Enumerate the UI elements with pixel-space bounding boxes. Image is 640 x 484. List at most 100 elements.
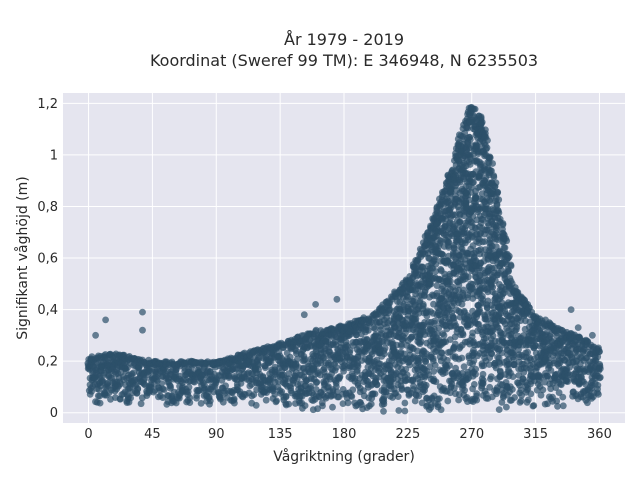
- data-point: [437, 406, 445, 414]
- chart-title-line2: Koordinat (Sweref 99 TM): E 346948, N 62…: [150, 51, 538, 70]
- data-point: [441, 270, 448, 278]
- data-point: [367, 400, 375, 408]
- data-point: [458, 300, 466, 308]
- x-tick-label: 180: [332, 427, 357, 442]
- data-point: [458, 354, 466, 362]
- data-point: [559, 393, 567, 401]
- data-point: [491, 183, 499, 191]
- data-point: [185, 383, 193, 391]
- x-tick-label: 360: [587, 427, 612, 442]
- data-point: [490, 173, 498, 181]
- data-point: [371, 325, 379, 332]
- data-point: [271, 390, 279, 398]
- data-point: [300, 311, 308, 319]
- data-point: [287, 387, 295, 394]
- data-point: [513, 323, 521, 331]
- y-axis-title: Signifikant våghöjd (m): [14, 176, 31, 339]
- data-point: [553, 329, 561, 337]
- data-point: [430, 368, 437, 375]
- data-point: [438, 349, 446, 357]
- data-point: [382, 388, 390, 396]
- data-point: [567, 306, 575, 313]
- data-point: [139, 326, 146, 334]
- data-point: [445, 238, 453, 246]
- data-point: [459, 330, 467, 337]
- data-point: [584, 399, 591, 407]
- data-point: [485, 361, 493, 368]
- data-point: [312, 379, 320, 387]
- data-point: [455, 219, 463, 227]
- data-point: [494, 189, 501, 196]
- data-point: [333, 383, 340, 390]
- data-point: [302, 377, 310, 385]
- data-point: [557, 381, 565, 389]
- data-point: [416, 340, 424, 348]
- data-point: [596, 374, 603, 382]
- x-tick-label: 135: [268, 427, 293, 442]
- data-points: [84, 104, 604, 415]
- data-point: [523, 398, 531, 406]
- data-point: [552, 384, 560, 391]
- data-point: [509, 373, 517, 380]
- data-point: [455, 396, 462, 404]
- x-tick-label: 270: [459, 427, 484, 442]
- data-point: [559, 402, 567, 410]
- data-point: [476, 306, 483, 313]
- x-tick-label: 0: [84, 427, 92, 442]
- data-point: [329, 403, 336, 411]
- data-point: [411, 397, 419, 405]
- data-point: [252, 401, 260, 409]
- data-point: [427, 280, 435, 288]
- data-point: [250, 391, 258, 398]
- data-point: [282, 393, 290, 401]
- data-point: [527, 390, 535, 398]
- data-point: [354, 367, 361, 374]
- data-point: [440, 331, 448, 339]
- data-point: [402, 366, 410, 373]
- data-point: [437, 266, 445, 273]
- data-point: [336, 373, 344, 380]
- data-point: [294, 355, 301, 363]
- data-point: [493, 386, 500, 394]
- data-point: [445, 243, 453, 251]
- data-point: [225, 374, 233, 381]
- data-point: [444, 397, 452, 405]
- data-point: [404, 293, 411, 301]
- data-point: [360, 387, 367, 395]
- data-point: [371, 390, 379, 398]
- data-point: [461, 386, 468, 394]
- data-point: [415, 357, 423, 365]
- data-point: [292, 347, 300, 355]
- data-point: [594, 381, 602, 389]
- data-point: [566, 363, 573, 371]
- data-point: [589, 331, 596, 339]
- data-point: [158, 380, 166, 387]
- x-tick-label: 315: [523, 427, 548, 442]
- data-point: [479, 370, 487, 378]
- data-point: [596, 365, 604, 373]
- data-point: [107, 374, 114, 381]
- data-point: [134, 386, 142, 393]
- data-point: [278, 388, 286, 396]
- data-point: [517, 386, 525, 394]
- data-point: [408, 333, 415, 341]
- data-point: [401, 407, 409, 415]
- y-tick-label: 0,2: [37, 355, 58, 370]
- data-point: [473, 396, 481, 404]
- x-axis-title: Vågriktning (grader): [273, 448, 415, 465]
- chart-title-line1: År 1979 - 2019: [284, 30, 404, 49]
- data-point: [139, 308, 146, 316]
- data-point: [92, 331, 99, 339]
- data-point: [422, 357, 429, 365]
- data-point: [433, 220, 441, 228]
- data-point: [486, 383, 494, 391]
- data-point: [94, 392, 102, 400]
- data-point: [443, 356, 451, 364]
- data-point: [426, 363, 434, 370]
- data-point: [498, 399, 506, 406]
- data-point: [554, 402, 561, 410]
- data-point: [484, 137, 491, 144]
- data-point: [103, 380, 111, 388]
